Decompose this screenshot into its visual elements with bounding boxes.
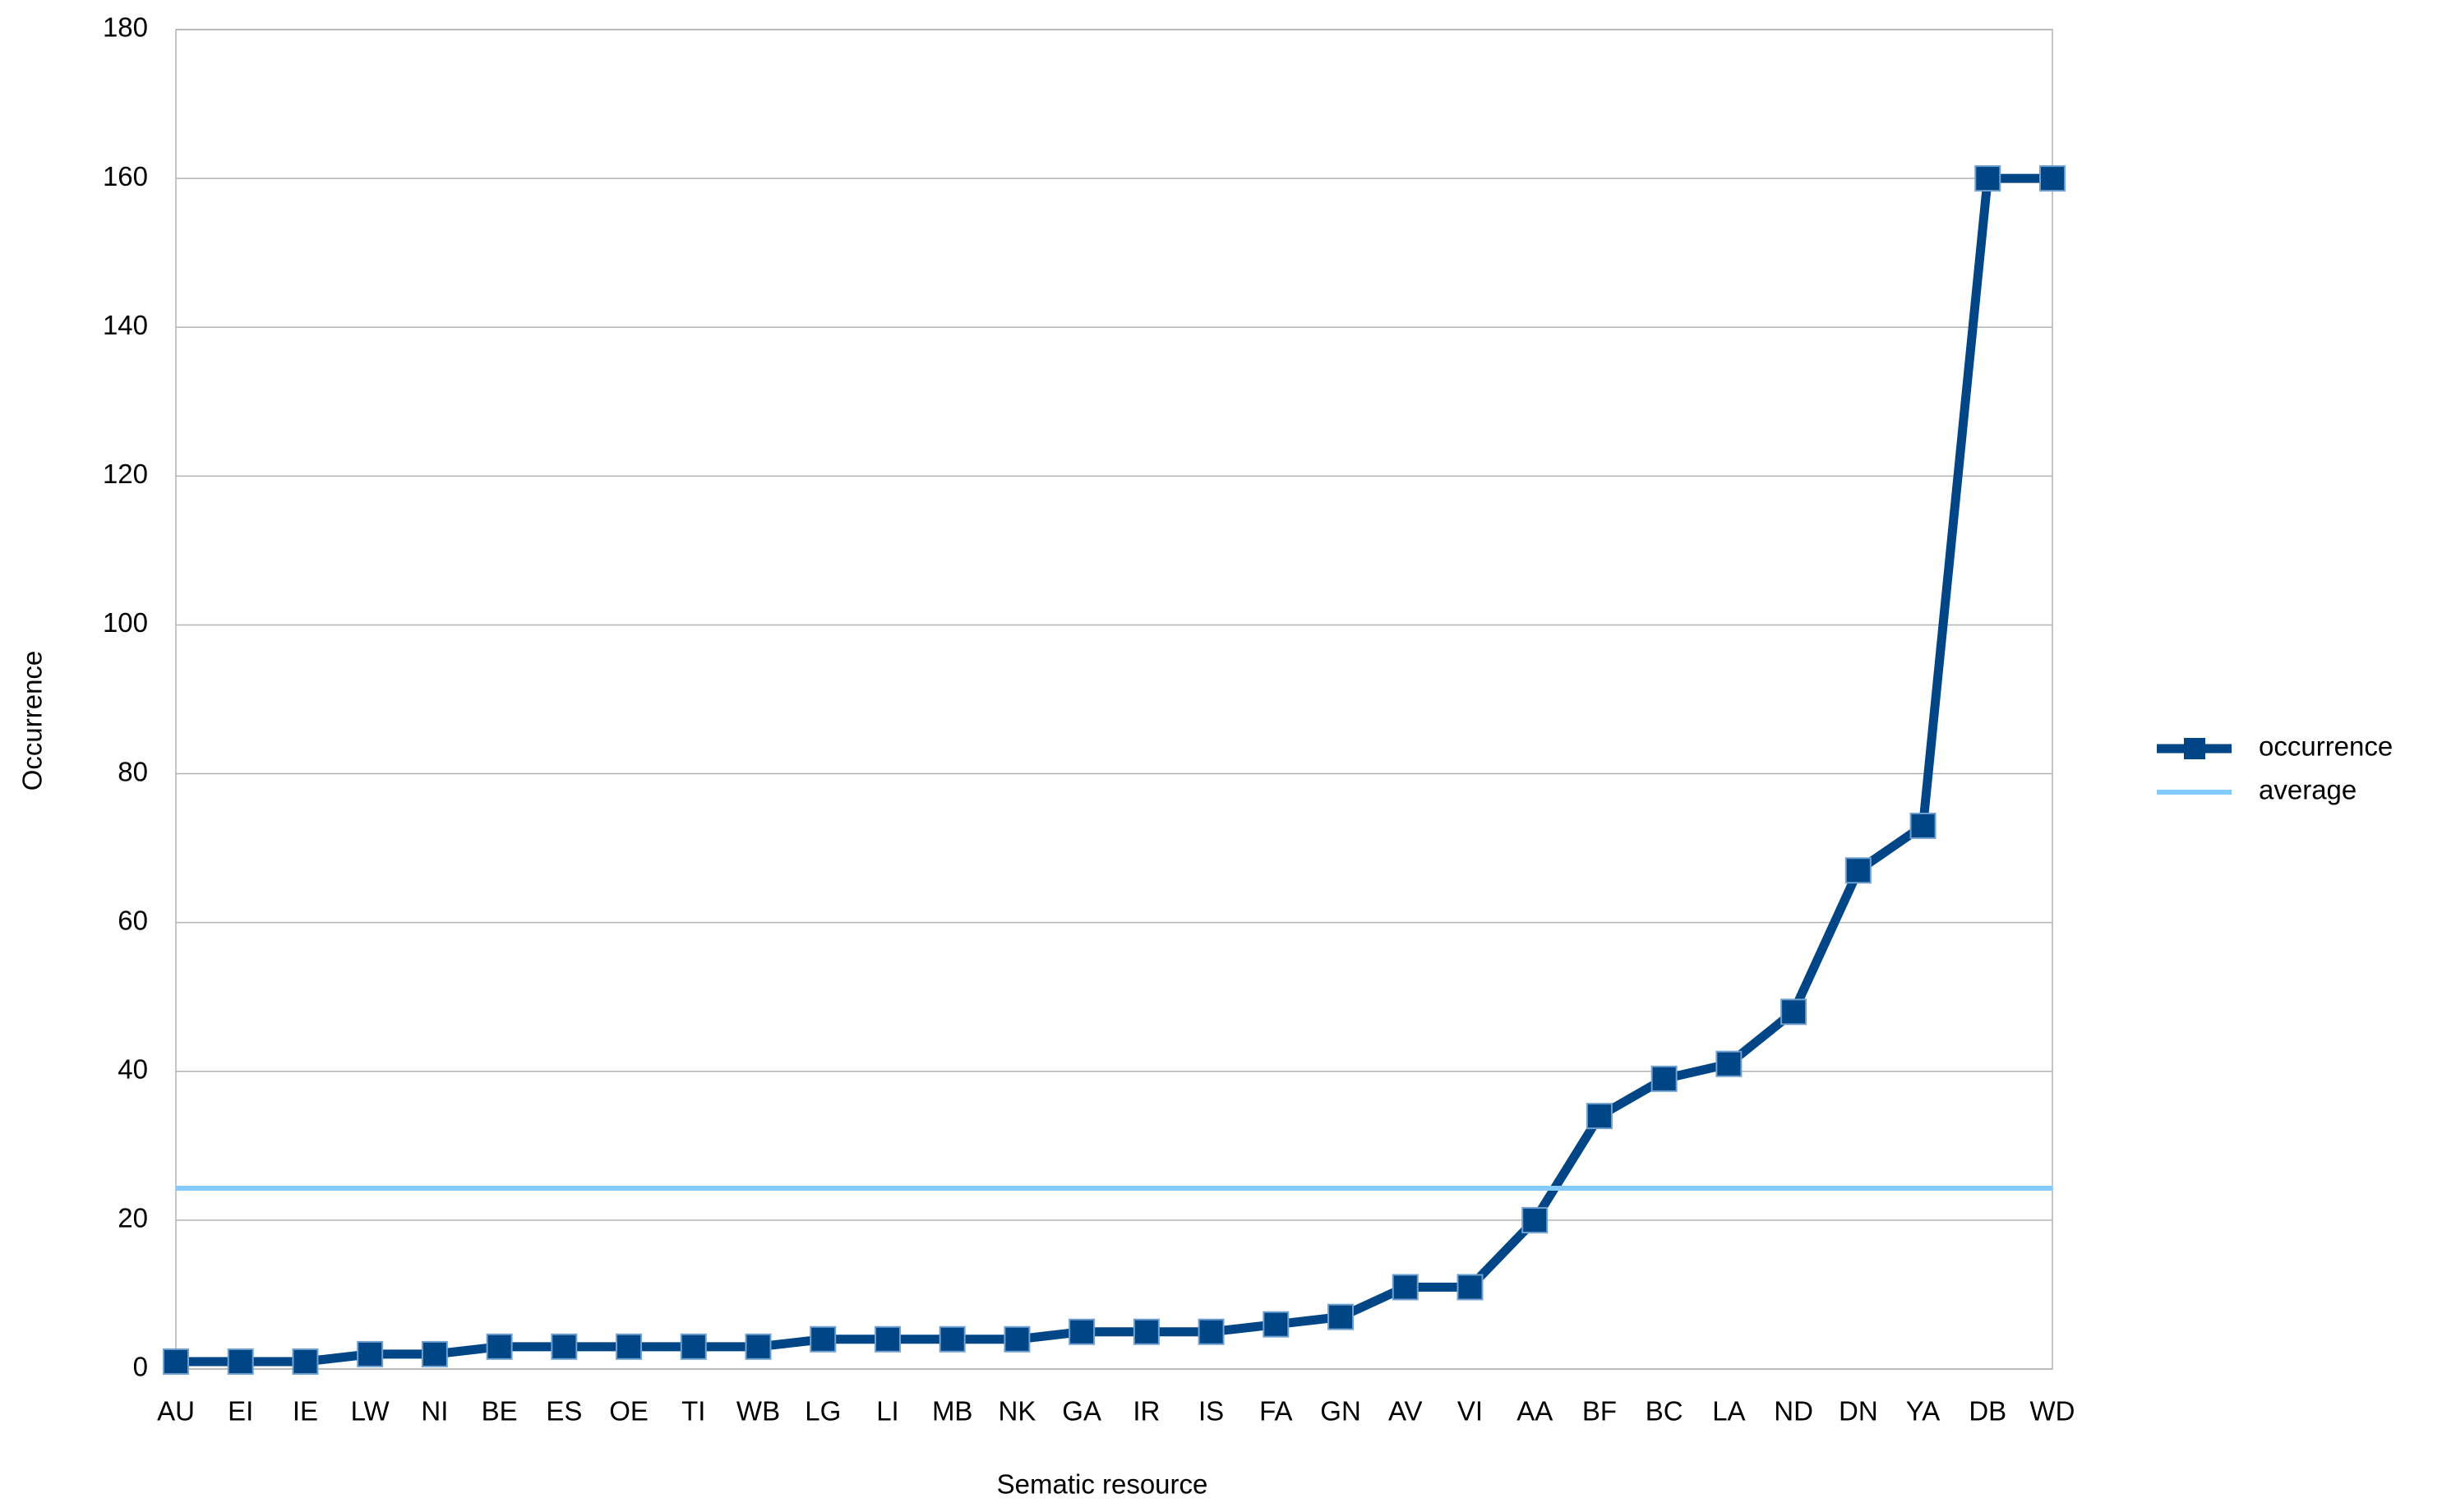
x-tick-label: NI	[421, 1396, 448, 1427]
x-tick-label: DB	[1969, 1396, 2006, 1427]
x-tick-label: DN	[1839, 1396, 1878, 1427]
marker	[1392, 1274, 1419, 1301]
x-tick-label: EI	[228, 1396, 253, 1427]
marker	[357, 1340, 384, 1367]
marker	[810, 1325, 837, 1353]
y-axis-title: Occurrence	[17, 651, 48, 791]
legend-marker	[2184, 738, 2205, 759]
x-tick-label: GN	[1320, 1396, 1361, 1427]
marker	[1586, 1103, 1613, 1130]
x-tick-label: AV	[1388, 1396, 1423, 1427]
x-tick-label: YA	[1906, 1396, 1941, 1427]
marker	[486, 1333, 513, 1360]
x-tick-label: IR	[1133, 1396, 1160, 1427]
marker	[163, 1348, 189, 1375]
y-tick-label: 0	[133, 1352, 148, 1382]
x-tick-label: FA	[1259, 1396, 1292, 1427]
x-tick-label: ND	[1774, 1396, 1813, 1427]
x-tick-label: ES	[546, 1396, 582, 1427]
y-tick-label: 120	[103, 459, 148, 489]
x-tick-label: OE	[609, 1396, 649, 1427]
y-tick-label: 180	[103, 12, 148, 43]
legend-label: average	[2259, 775, 2357, 805]
marker	[745, 1333, 772, 1360]
y-tick-label: 60	[118, 905, 148, 935]
marker	[616, 1333, 643, 1360]
x-tick-label: WD	[2030, 1396, 2075, 1427]
marker	[1844, 857, 1872, 884]
marker	[292, 1348, 319, 1375]
plot-border	[175, 29, 2053, 1370]
marker	[1780, 998, 1807, 1026]
x-tick-label: LI	[876, 1396, 899, 1427]
marker	[1069, 1318, 1096, 1345]
x-tick-label: MB	[932, 1396, 973, 1427]
x-tick-label: WB	[736, 1396, 780, 1427]
marker	[680, 1333, 707, 1360]
marker	[1650, 1065, 1678, 1092]
x-tick-label: LW	[351, 1396, 390, 1427]
y-tick-label: 80	[118, 756, 148, 786]
x-tick-label: BE	[482, 1396, 518, 1427]
y-tick-label: 20	[118, 1203, 148, 1233]
x-tick-label: GA	[1062, 1396, 1101, 1427]
x-tick-label: IS	[1198, 1396, 1224, 1427]
x-tick-label: LA	[1712, 1396, 1745, 1427]
y-tick-label: 100	[103, 607, 148, 638]
legend-label: occurrence	[2259, 731, 2393, 762]
marker	[1327, 1303, 1355, 1330]
marker	[227, 1348, 254, 1375]
x-tick-label: TI	[681, 1396, 705, 1427]
marker	[1974, 165, 2001, 192]
marker	[1521, 1206, 1549, 1233]
y-tick-label: 40	[118, 1053, 148, 1084]
marker	[939, 1325, 966, 1353]
marker	[551, 1333, 578, 1360]
x-tick-label: AA	[1516, 1396, 1553, 1427]
x-tick-label: IE	[293, 1396, 318, 1427]
x-tick-label: AU	[157, 1396, 195, 1427]
marker	[1456, 1274, 1484, 1301]
marker	[1198, 1318, 1225, 1345]
marker	[2039, 165, 2066, 192]
x-tick-label: BC	[1646, 1396, 1683, 1427]
marker	[1715, 1050, 1743, 1077]
marker	[1004, 1325, 1031, 1353]
x-axis-title: Sematic resource	[997, 1469, 1208, 1500]
x-tick-label: VI	[1457, 1396, 1483, 1427]
y-tick-label: 160	[103, 161, 148, 191]
x-tick-label: NK	[998, 1396, 1036, 1427]
marker	[421, 1340, 448, 1367]
x-tick-label: LG	[805, 1396, 841, 1427]
marker	[1263, 1311, 1290, 1338]
y-tick-label: 140	[103, 310, 148, 340]
marker	[874, 1325, 901, 1353]
marker	[1133, 1318, 1160, 1345]
x-tick-label: BF	[1582, 1396, 1617, 1427]
marker	[1909, 812, 1937, 839]
